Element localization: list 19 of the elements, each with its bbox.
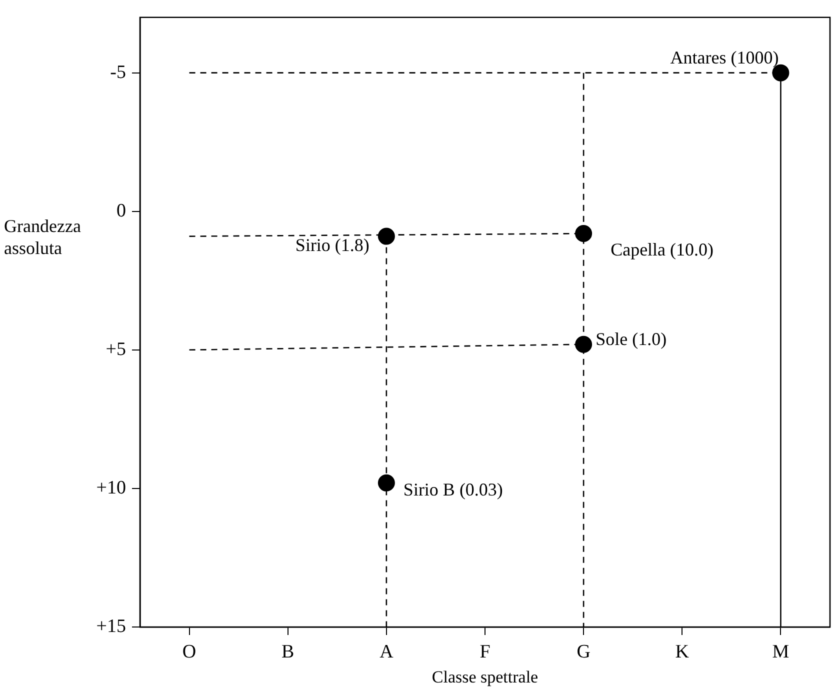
annotation: Sirio (1.8) [295,235,370,256]
x-axis-title: Classe spettrale [432,667,538,686]
x-tick-label: M [772,641,790,662]
annotation: Sole (1.0) [596,329,667,350]
y-tick-label: +5 [106,338,126,360]
y-tick-label: +15 [96,616,126,637]
x-tick-label: A [380,641,394,662]
x-tick-label: G [576,641,591,662]
x-tick-label: K [675,641,690,662]
annotation: Sirio B (0.03) [403,480,503,500]
annotation: Capella (10.0) [610,239,714,260]
y-tick-label: -5 [110,62,126,83]
annotation: Antares (1000) [670,48,779,68]
x-tick-label: F [480,641,490,662]
y-tick-label: 0 [116,200,126,222]
y-axis-title: Grandezza assoluta [4,215,82,259]
x-tick-label: B [282,641,294,662]
y-tick-label: +10 [96,477,126,498]
x-tick-label: O [182,641,196,662]
